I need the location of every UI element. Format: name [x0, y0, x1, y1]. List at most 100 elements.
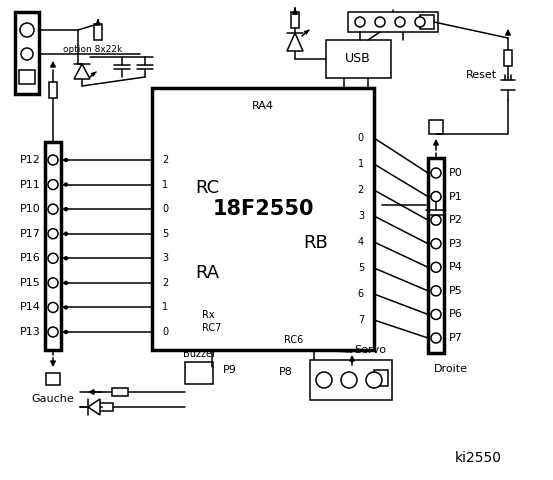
Text: ki2550: ki2550 [455, 451, 502, 465]
Text: 0: 0 [162, 327, 168, 337]
Text: P2: P2 [449, 215, 463, 225]
Bar [15, 12, 39, 94]
Circle shape [48, 228, 58, 239]
Text: Gauche: Gauche [32, 394, 74, 404]
Circle shape [48, 180, 58, 190]
Circle shape [64, 281, 68, 285]
Bar [504, 50, 512, 66]
Text: 4: 4 [358, 237, 364, 247]
Circle shape [48, 155, 58, 165]
Text: P0: P0 [449, 168, 463, 178]
Text: 0: 0 [358, 133, 364, 143]
Text: 18F2550: 18F2550 [212, 199, 314, 219]
Bar [94, 24, 102, 40]
Circle shape [48, 204, 58, 214]
Text: P12: P12 [20, 155, 41, 165]
Text: P11: P11 [20, 180, 41, 190]
Text: 6: 6 [358, 289, 364, 299]
Text: 1: 1 [162, 302, 168, 312]
Text: option 8x22k: option 8x22k [63, 46, 122, 55]
Bar [348, 12, 438, 32]
Text: P9: P9 [223, 365, 237, 375]
Text: P16: P16 [20, 253, 41, 264]
Text: RA: RA [195, 264, 219, 282]
Circle shape [431, 262, 441, 272]
Text: 2: 2 [358, 185, 364, 195]
Text: P4: P4 [449, 262, 463, 272]
Bar [326, 40, 391, 78]
Text: 3: 3 [358, 211, 364, 221]
Circle shape [48, 278, 58, 288]
Circle shape [64, 305, 68, 310]
Text: RA4: RA4 [252, 101, 274, 111]
Circle shape [431, 192, 441, 202]
Text: 7: 7 [358, 315, 364, 325]
Circle shape [341, 372, 357, 388]
Text: P10: P10 [20, 204, 41, 214]
Bar [112, 388, 128, 396]
Circle shape [20, 23, 34, 37]
Circle shape [48, 327, 58, 337]
Text: Buzzer: Buzzer [182, 349, 216, 359]
Text: P5: P5 [449, 286, 463, 296]
Circle shape [431, 239, 441, 249]
Circle shape [431, 168, 441, 178]
Text: Droite: Droite [434, 364, 468, 374]
Circle shape [366, 372, 382, 388]
Text: P14: P14 [20, 302, 41, 312]
Circle shape [355, 17, 365, 27]
Bar [429, 120, 443, 134]
Circle shape [431, 310, 441, 319]
Bar [185, 362, 213, 384]
Text: Rx: Rx [202, 310, 215, 320]
Circle shape [64, 231, 68, 236]
Text: RC7: RC7 [202, 323, 221, 333]
Circle shape [431, 286, 441, 296]
Bar [45, 142, 61, 350]
Bar [49, 82, 57, 98]
Text: P7: P7 [449, 333, 463, 343]
Circle shape [316, 372, 332, 388]
Text: 5: 5 [358, 263, 364, 273]
Circle shape [431, 333, 441, 343]
Circle shape [64, 330, 68, 334]
Polygon shape [88, 399, 100, 415]
Circle shape [64, 158, 68, 162]
Text: USB: USB [345, 52, 371, 65]
Text: P17: P17 [20, 228, 41, 239]
Circle shape [395, 17, 405, 27]
Text: 1: 1 [358, 159, 364, 169]
Text: 5: 5 [162, 228, 168, 239]
Text: 0: 0 [162, 204, 168, 214]
Text: RC: RC [195, 179, 219, 197]
Text: 2: 2 [162, 278, 168, 288]
Bar [310, 360, 392, 400]
Circle shape [415, 17, 425, 27]
Polygon shape [74, 64, 90, 79]
Circle shape [431, 215, 441, 225]
Bar [291, 12, 299, 28]
Bar [152, 88, 374, 350]
Text: Servo: Servo [354, 345, 386, 355]
Bar [374, 370, 388, 386]
Text: RC6: RC6 [284, 335, 303, 345]
Text: P8: P8 [279, 367, 293, 377]
Circle shape [21, 48, 33, 60]
Polygon shape [287, 33, 303, 51]
Text: P6: P6 [449, 310, 463, 319]
Bar [428, 158, 444, 353]
Circle shape [48, 253, 58, 264]
Bar [420, 15, 434, 29]
Bar [97, 403, 113, 411]
Circle shape [64, 207, 68, 211]
Bar [19, 70, 35, 84]
Circle shape [48, 302, 58, 312]
Bar [46, 373, 60, 385]
Text: 2: 2 [162, 155, 168, 165]
Circle shape [64, 182, 68, 187]
Circle shape [64, 256, 68, 261]
Text: P1: P1 [449, 192, 463, 202]
Text: P3: P3 [449, 239, 463, 249]
Text: RB: RB [304, 234, 328, 252]
Text: P13: P13 [20, 327, 41, 337]
